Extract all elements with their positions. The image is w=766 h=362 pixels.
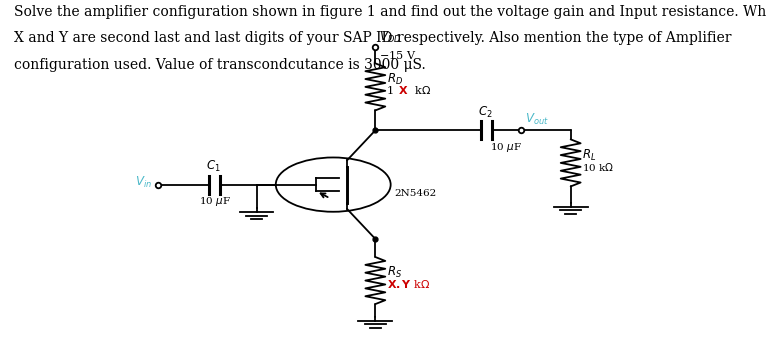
Text: $C_1$: $C_1$	[205, 159, 221, 174]
Text: $-$15 V: $-$15 V	[379, 49, 417, 61]
Text: $\bf{X.Y}$ k$\Omega$: $\bf{X.Y}$ k$\Omega$	[387, 278, 430, 290]
Text: 1: 1	[387, 85, 394, 96]
Text: configuration used. Value of transcondcutance is 3000 μS.: configuration used. Value of transcondcu…	[14, 58, 426, 72]
Text: Solve the amplifier configuration shown in figure 1 and find out the voltage gai: Solve the amplifier configuration shown …	[14, 5, 766, 20]
Text: $V_{DD}$: $V_{DD}$	[379, 30, 401, 45]
Text: $R_L$: $R_L$	[582, 148, 597, 163]
Text: $R_S$: $R_S$	[387, 265, 402, 280]
Text: 10 k$\Omega$: 10 k$\Omega$	[582, 160, 614, 173]
Text: $\bf{X}$: $\bf{X}$	[398, 84, 409, 97]
Text: 10 $\mu$F: 10 $\mu$F	[198, 195, 231, 209]
Text: $V_{out}$: $V_{out}$	[525, 111, 548, 127]
Text: 10 $\mu$F: 10 $\mu$F	[490, 141, 522, 154]
Text: $V_{in}$: $V_{in}$	[135, 175, 152, 190]
Text: $C_2$: $C_2$	[477, 105, 493, 120]
Text: X and Y are second last and last digits of your SAP ID respectively. Also mentio: X and Y are second last and last digits …	[14, 31, 732, 46]
Text: 2N5462: 2N5462	[394, 189, 437, 198]
Text: $R_D$: $R_D$	[387, 72, 403, 87]
Text: k$\Omega$: k$\Omega$	[411, 84, 430, 97]
